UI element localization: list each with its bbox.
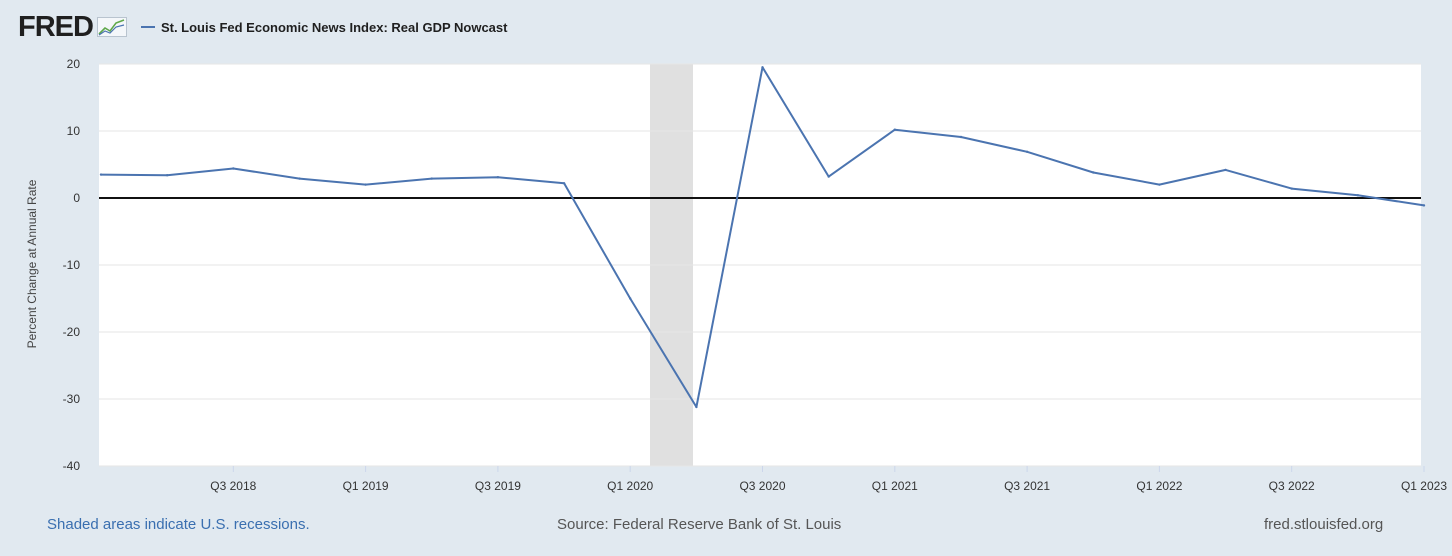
series-point [298, 177, 301, 180]
x-tick-label: Q1 2020 [607, 479, 653, 493]
x-tick-label: Q3 2020 [739, 479, 785, 493]
x-tick-label: Q1 2022 [1136, 479, 1182, 493]
recessions-note: Shaded areas indicate U.S. recessions. [47, 516, 310, 533]
series-point [364, 183, 367, 186]
series-point [166, 174, 169, 177]
series-point [1356, 194, 1360, 197]
y-axis-title: Percent Change at Annual Rate [25, 179, 39, 349]
series-point [1422, 204, 1426, 207]
source-note: Source: Federal Reserve Bank of St. Loui… [557, 516, 842, 533]
series-point [761, 66, 764, 69]
series-point [496, 176, 500, 179]
x-tick-label: Q3 2022 [1269, 479, 1315, 493]
series-point [99, 173, 103, 176]
fred-logo: FRED [18, 10, 94, 43]
series-point [232, 167, 235, 170]
y-tick-label: -20 [63, 325, 81, 339]
series-point [1158, 183, 1161, 186]
y-tick-label: 20 [67, 57, 81, 71]
chart-header: FRED St. Louis Fed Economic News Index: … [18, 10, 507, 44]
series-point [1290, 187, 1293, 190]
legend: St. Louis Fed Economic News Index: Real … [140, 19, 508, 35]
series-point [430, 177, 433, 180]
x-tick-label: Q3 2018 [210, 479, 256, 493]
y-tick-label: 0 [73, 191, 80, 205]
series-point [1025, 150, 1029, 153]
legend-swatch [140, 26, 155, 28]
y-tick-label: -30 [63, 392, 81, 406]
series-point [1092, 171, 1095, 174]
series-point [893, 128, 896, 131]
series-point [1224, 168, 1227, 172]
site-link[interactable]: fred.stlouisfed.org [1264, 516, 1384, 533]
y-tick-label: -10 [63, 258, 81, 272]
y-tick-label: 10 [67, 124, 81, 138]
x-tick-label: Q3 2019 [475, 479, 521, 493]
series-point [959, 135, 963, 139]
x-tick-label: Q3 2021 [1004, 479, 1050, 493]
x-tick-label: Q1 2019 [343, 479, 389, 493]
series-point [629, 297, 632, 300]
y-tick-label: -40 [63, 459, 81, 473]
series-point [562, 182, 566, 185]
graph-icon [96, 17, 127, 37]
x-tick-label: Q1 2023 [1401, 479, 1447, 493]
series-point [827, 175, 830, 178]
legend-label: St. Louis Fed Economic News Index: Real … [160, 19, 508, 35]
x-tick-label: Q1 2021 [872, 479, 918, 493]
series-point [695, 405, 698, 409]
